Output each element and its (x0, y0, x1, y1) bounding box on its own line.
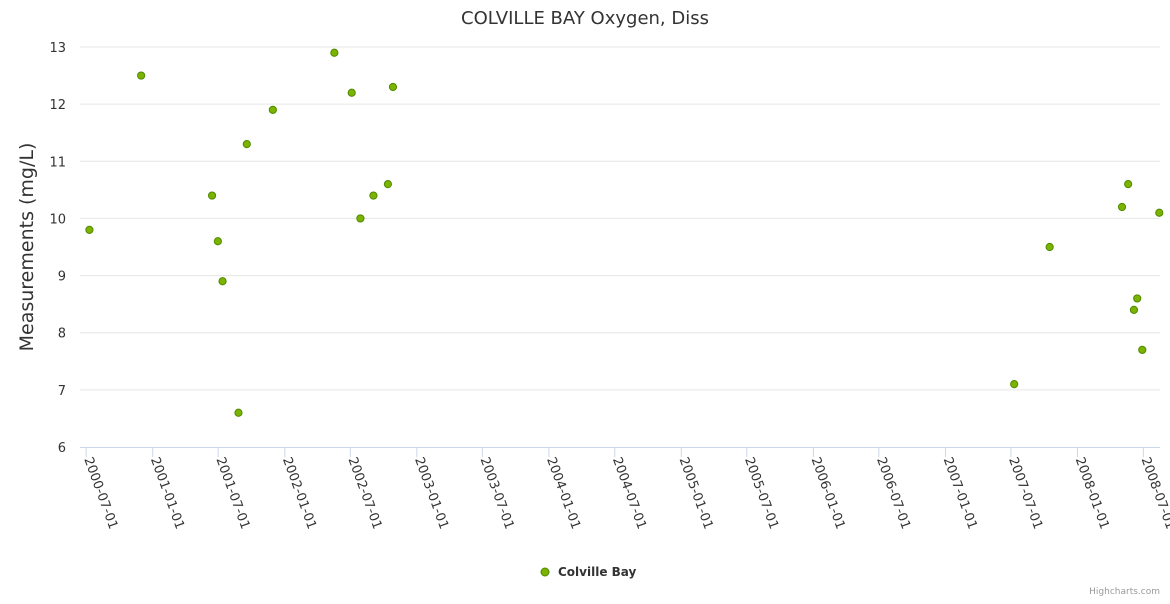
data-point[interactable] (347, 88, 356, 97)
y-tick-label: 10 (49, 212, 66, 227)
y-tick-label: 11 (49, 155, 66, 170)
grid-layer (80, 46, 1160, 391)
data-point[interactable] (268, 105, 277, 114)
data-point[interactable] (234, 408, 243, 417)
data-point[interactable] (1045, 242, 1054, 252)
data-point[interactable] (1133, 294, 1142, 303)
data-point[interactable] (207, 191, 217, 200)
data-point[interactable] (1010, 380, 1019, 389)
data-point[interactable] (1129, 305, 1139, 314)
series-colville-bay (85, 48, 1164, 417)
y-tick-label: 7 (58, 384, 66, 399)
y-tick-label: 6 (58, 441, 66, 456)
data-point[interactable] (1138, 345, 1147, 354)
data-point[interactable] (383, 180, 392, 189)
data-point[interactable] (388, 82, 398, 92)
data-point[interactable] (242, 140, 251, 149)
data-point[interactable] (1117, 202, 1127, 212)
data-point[interactable] (369, 191, 378, 200)
y-axis-title: Measurements (mg/L) (16, 143, 38, 352)
legend-item-colville-bay[interactable]: Colville Bay (558, 565, 637, 579)
data-point[interactable] (213, 237, 222, 246)
legend[interactable]: Colville Bay (540, 565, 637, 579)
data-point[interactable] (356, 214, 365, 223)
data-point[interactable] (137, 71, 146, 80)
data-point[interactable] (218, 277, 227, 286)
legend-marker[interactable] (540, 567, 550, 577)
data-point[interactable] (1124, 180, 1133, 189)
data-point[interactable] (1155, 208, 1164, 217)
y-tick-label: 8 (58, 327, 66, 342)
chart-title: COLVILLE BAY Oxygen, Diss (461, 8, 709, 29)
y-tick-label: 12 (49, 98, 66, 113)
data-point[interactable] (85, 225, 94, 234)
y-tick-label: 9 (58, 270, 66, 285)
credits-link[interactable]: Highcharts.com (1089, 587, 1160, 597)
y-tick-label: 13 (49, 41, 66, 56)
data-point[interactable] (330, 48, 339, 57)
y-axis-labels: 6 7 8 9 10 11 12 13 (49, 41, 66, 456)
